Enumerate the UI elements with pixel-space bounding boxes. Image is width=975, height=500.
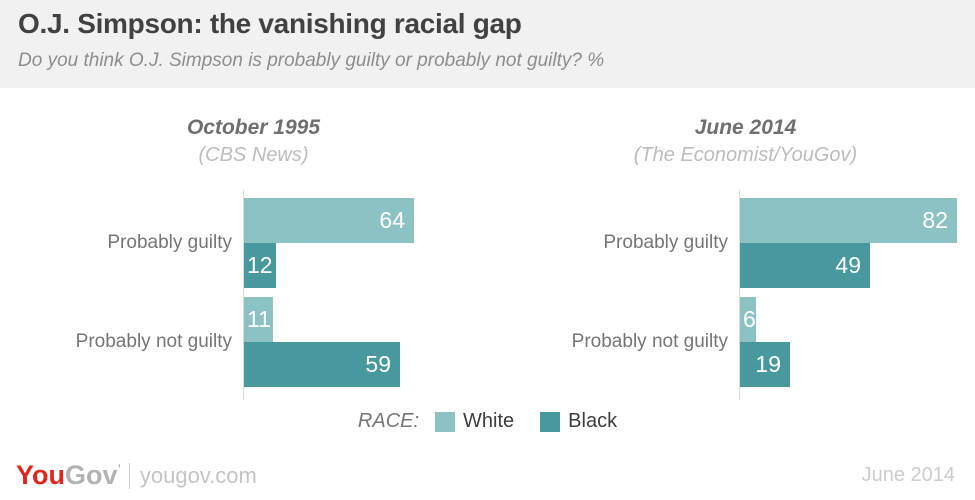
bar-black: 59	[244, 342, 400, 387]
yougov-logo: You Gov’ yougov.com	[16, 460, 257, 491]
logo-trademark: ’	[117, 462, 121, 476]
axis-line	[739, 190, 740, 400]
panel-source: (CBS News)	[198, 144, 309, 166]
bar-value-label: 59	[365, 351, 391, 377]
legend-item-white: White	[435, 410, 514, 433]
white-swatch-icon	[435, 411, 456, 432]
category-label: Probably guilty	[603, 232, 728, 253]
chart-panel-2014: June 2014 (The Economist/YouGov) Probabl…	[496, 100, 975, 410]
legend-title: RACE:	[357, 410, 420, 432]
legend-item-label: Black	[568, 410, 618, 432]
category-label: Probably not guilty	[75, 331, 232, 352]
chart-area: Probably guilty 82 49 Probably not guilty 6 1…	[496, 190, 975, 400]
page-title: O.J. Simpson: the vanishing racial gap	[18, 8, 522, 39]
bar-value-label: 82	[922, 207, 948, 233]
header: O.J. Simpson: the vanishing racial gap D…	[0, 0, 975, 88]
panel-source: (The Economist/YouGov)	[633, 144, 858, 166]
bar-black: 12	[244, 243, 276, 288]
footer-date: June 2014	[861, 464, 955, 486]
bar-value-label: 12	[247, 252, 273, 278]
category-label: Probably not guilty	[571, 331, 728, 352]
legend-item-black: Black	[540, 410, 617, 433]
chart-panel-1995: October 1995 (CBS News) Probably guilty 6…	[0, 100, 487, 410]
black-swatch-icon	[540, 411, 561, 432]
bar-value-label: 19	[755, 351, 781, 377]
panel-title: October 1995	[186, 116, 321, 139]
legend-item-label: White	[463, 410, 515, 432]
bar-white: 6	[740, 297, 756, 342]
bar-black: 49	[740, 243, 870, 288]
bar-white: 64	[244, 198, 414, 243]
logo-gov-text: Gov	[65, 460, 118, 490]
bar-value-label: 64	[379, 207, 405, 233]
bar-value-label: 49	[835, 252, 861, 278]
logo-divider	[128, 462, 130, 489]
legend: RACE: White Black	[0, 410, 975, 433]
logo-domain-text: yougov.com	[139, 462, 257, 488]
page-subtitle: Do you think O.J. Simpson is probably gu…	[18, 50, 605, 71]
axis-line	[243, 190, 244, 400]
bar-value-label: 6	[743, 306, 756, 332]
panel-title: June 2014	[694, 116, 797, 139]
chart-area: Probably guilty 64 12 Probably not guilty 11…	[0, 190, 487, 400]
bar-white: 11	[244, 297, 273, 342]
logo-you-text: You	[16, 460, 65, 490]
bar-black: 19	[740, 342, 790, 387]
bar-value-label: 11	[247, 306, 271, 332]
bar-white: 82	[740, 198, 957, 243]
category-label: Probably guilty	[107, 232, 232, 253]
